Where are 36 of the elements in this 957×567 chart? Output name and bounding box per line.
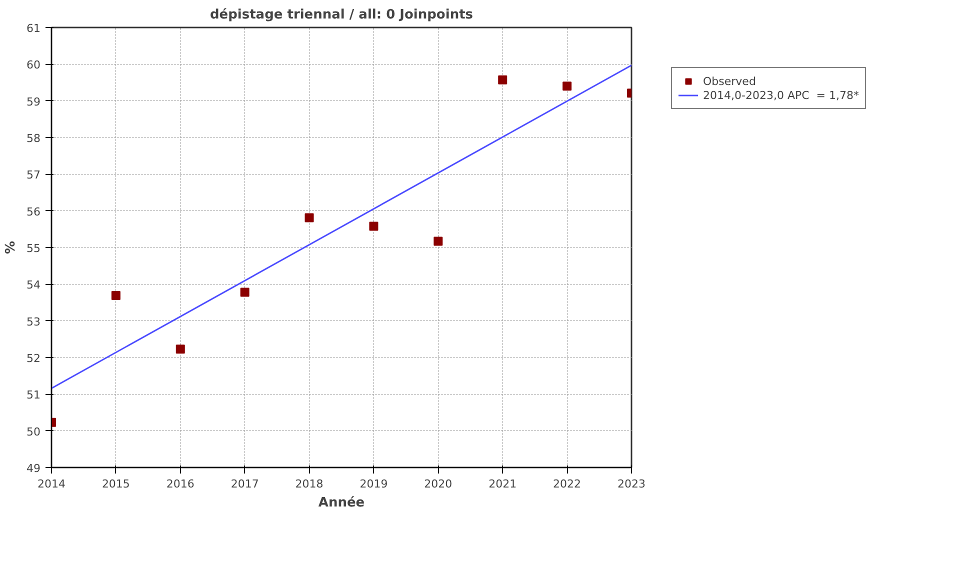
chart-title: dépistage triennal / all: 0 Joinpoints	[210, 8, 474, 22]
y-tick-label: 57	[26, 168, 41, 182]
y-tick-label: 60	[26, 58, 41, 72]
x-tick-label: 2017	[230, 478, 259, 490]
y-tick-label: 51	[26, 388, 41, 402]
x-tick-label: 2019	[360, 478, 388, 490]
x-tick-label: 2022	[553, 478, 582, 490]
x-tick-label: 2021	[488, 478, 517, 490]
point	[562, 82, 572, 91]
point	[304, 213, 314, 222]
point	[434, 236, 443, 246]
x-axis-title: Année	[318, 496, 365, 510]
legend-label: 2014,0-2023,0 APC = 1,78*	[703, 88, 859, 102]
point	[240, 288, 250, 297]
x-tick-label: 2023	[618, 478, 646, 490]
x-tick-label: 2020	[424, 478, 452, 490]
y-tick-label: 61	[26, 22, 41, 35]
x-tick-label: 2014	[38, 478, 66, 490]
y-tick-label: 49	[26, 462, 41, 475]
point	[111, 291, 120, 300]
x-tick-label: 2018	[295, 478, 324, 490]
y-tick-label: 58	[26, 132, 41, 145]
legend-label: Observed	[703, 74, 756, 88]
y-tick-label: 52	[26, 352, 41, 365]
y-tick-label: 56	[26, 205, 41, 218]
point	[176, 344, 185, 354]
y-tick-label: 55	[26, 242, 41, 255]
y-tick-label: 54	[26, 278, 41, 292]
point	[369, 222, 378, 231]
y-tick-label: 59	[26, 95, 41, 108]
x-tick-label: 2015	[102, 478, 130, 490]
point	[498, 75, 508, 84]
y-tick-label: 50	[26, 425, 41, 438]
y-axis-title: %	[4, 240, 19, 254]
x-tick-label: 2016	[166, 478, 194, 490]
y-tick-label: 53	[26, 315, 41, 328]
